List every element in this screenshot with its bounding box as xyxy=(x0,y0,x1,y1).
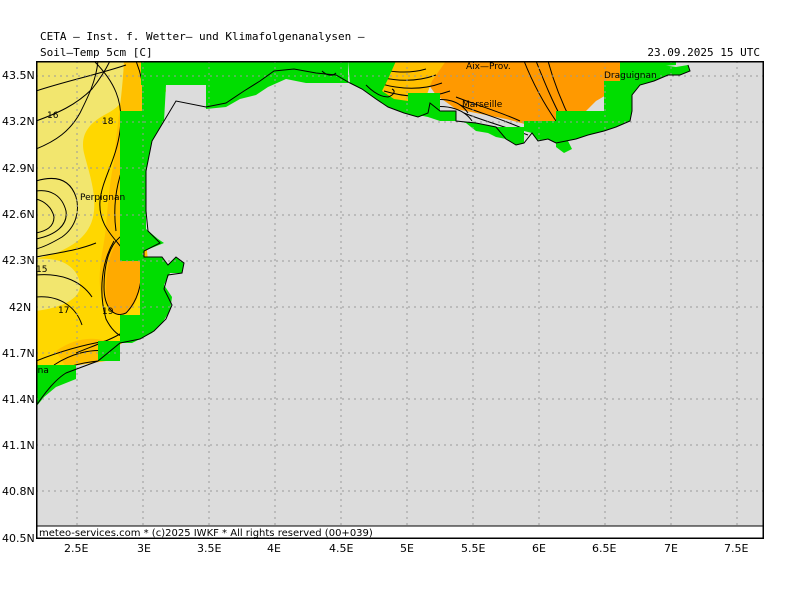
lon-label: 4E xyxy=(267,542,281,555)
contour-label-18: 18 xyxy=(102,117,114,127)
lat-label: 42.6N xyxy=(2,208,35,221)
place-barcelona: Barcelona xyxy=(36,366,49,376)
lat-label: 43.5N xyxy=(2,69,35,82)
lon-label: 6E xyxy=(532,542,546,555)
lon-label: 5E xyxy=(400,542,414,555)
lat-label: 43.2N xyxy=(2,115,35,128)
map-border xyxy=(36,61,764,539)
land-block-marseille xyxy=(408,93,524,145)
contour-label-15: 15 xyxy=(36,265,47,275)
land-block-barcelona xyxy=(36,365,76,407)
lon-label: 4.5E xyxy=(329,542,354,555)
lon-label: 7.5E xyxy=(724,542,749,555)
contour-label-17: 17 xyxy=(58,306,69,316)
lon-label: 3E xyxy=(137,542,151,555)
temp-zone-15-16 xyxy=(36,61,128,259)
place-marseille: Marseille xyxy=(462,100,503,110)
lat-label: 42.9N xyxy=(2,162,35,175)
institute-title: CETA — Inst. f. Wetter— und Klimafolgena… xyxy=(40,30,365,43)
place-aix: Aix—Prov. xyxy=(466,62,511,72)
lat-label: 40.8N xyxy=(2,485,35,498)
lat-label: 42N xyxy=(9,301,32,314)
credit-bar xyxy=(36,525,764,539)
lon-label: 5.5E xyxy=(461,542,486,555)
lon-label: 7E xyxy=(664,542,678,555)
land-block-roussillon xyxy=(120,85,184,343)
soil-temperature-map: Perpignan Barcelona Aix—Prov. Marseille … xyxy=(36,61,764,539)
place-draguignan: Draguignan xyxy=(604,71,657,81)
land-block-camargue xyxy=(206,61,348,109)
contour-label-16: 16 xyxy=(47,111,59,121)
valid-time: 23.09.2025 15 UTC xyxy=(647,46,760,59)
land-mask xyxy=(36,61,690,407)
lat-lon-grid xyxy=(36,61,764,539)
contour-value-labels: 16 18 15 17 19 xyxy=(36,111,114,317)
place-perpignan: Perpignan xyxy=(80,193,125,203)
coastline xyxy=(36,64,691,407)
place-labels: Perpignan Barcelona Aix—Prov. Marseille … xyxy=(36,62,657,376)
temp-zone-15-16-south xyxy=(36,258,81,311)
land-block-toulon xyxy=(524,65,690,143)
lat-label: 41.7N xyxy=(2,347,35,360)
lat-label: 40.5N xyxy=(2,532,35,545)
lat-label: 41.1N xyxy=(2,439,35,452)
lon-label: 2.5E xyxy=(64,542,89,555)
land-block-draguignan xyxy=(604,61,676,87)
lat-label: 42.3N xyxy=(2,254,35,267)
parameter-label: Soil—Temp 5cm [C] xyxy=(40,46,153,59)
contour-label-19: 19 xyxy=(102,307,114,317)
lon-label: 3.5E xyxy=(197,542,222,555)
lon-label: 6.5E xyxy=(592,542,617,555)
lat-label: 41.4N xyxy=(2,393,35,406)
credit-text: meteo-services.com * (c)2025 IWKF * All … xyxy=(39,528,373,539)
